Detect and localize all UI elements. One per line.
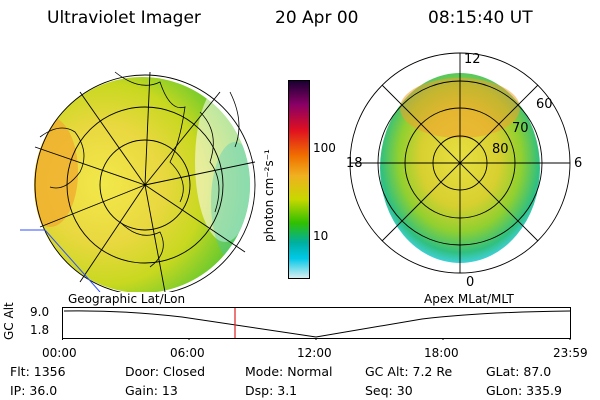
geo-latitude: GLat: 87.0 xyxy=(486,364,552,379)
timeline-tick-1: 06:00 xyxy=(170,346,205,360)
polar-ring-70: 70 xyxy=(512,121,529,136)
colorbar-unit: photon cm⁻²s⁻¹ xyxy=(262,149,276,242)
sequence-value: Seq: 30 xyxy=(365,383,413,398)
polar-label-right: 6 xyxy=(574,156,582,171)
time-label: 08:15:40 UT xyxy=(428,8,533,28)
geographic-map xyxy=(20,71,256,292)
polar-map: 12 18 6 0 60 70 80 xyxy=(346,52,582,290)
gain-value: Gain: 13 xyxy=(125,383,178,398)
date-label: 20 Apr 00 xyxy=(275,8,359,28)
polar-label-top: 12 xyxy=(464,52,481,67)
polar-ring-60: 60 xyxy=(536,97,553,112)
colorbar xyxy=(288,80,310,279)
timeline-ylabel: GC Alt xyxy=(2,302,16,340)
timeline-ytop: 9.0 xyxy=(30,305,50,319)
geographic-label: Geographic Lat/Lon xyxy=(68,292,186,306)
mode-status: Mode: Normal xyxy=(245,364,333,379)
colorbar-tick-10: 10 xyxy=(313,229,329,243)
polar-ring-80: 80 xyxy=(492,142,509,157)
timeline-tick-3: 18:00 xyxy=(424,346,459,360)
timeline-tick-4: 23:59 xyxy=(553,346,588,360)
colorbar-tick-100: 100 xyxy=(313,141,336,155)
timeline-ybottom: 1.8 xyxy=(30,323,50,337)
apex-label: Apex MLat/MLT xyxy=(424,292,514,306)
polar-label-left: 18 xyxy=(346,156,363,171)
ip-value: IP: 36.0 xyxy=(10,383,58,398)
dsp-value: Dsp: 3.1 xyxy=(245,383,298,398)
polar-label-bottom: 0 xyxy=(466,275,474,290)
geo-longitude: GLon: 335.9 xyxy=(486,383,562,398)
flight-number: Flt: 1356 xyxy=(10,364,66,379)
timeline-tick-0: 00:00 xyxy=(42,346,77,360)
timeline-plot xyxy=(62,307,571,340)
door-status: Door: Closed xyxy=(125,364,206,379)
app-title: Ultraviolet Imager xyxy=(47,8,201,28)
gc-altitude: GC Alt: 7.2 Re xyxy=(365,364,453,379)
timeline-tick-2: 12:00 xyxy=(297,346,332,360)
